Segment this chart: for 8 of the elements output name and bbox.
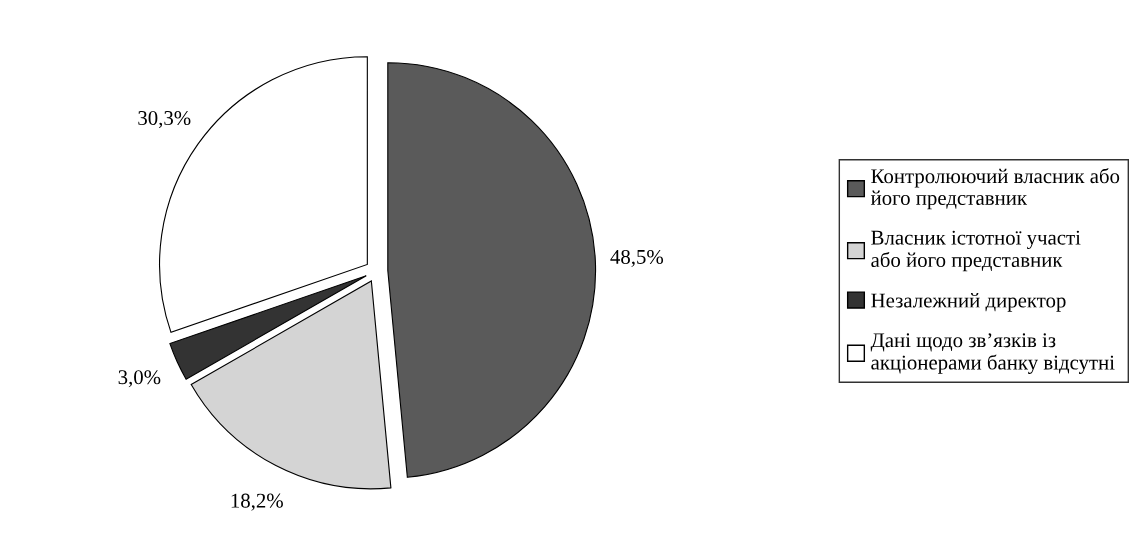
legend-label: Контролюючий власник або його представник [870,168,1120,210]
legend-label: Власник істотної участі або його представник [871,230,1081,272]
data-label: 18,2% [231,493,283,511]
data-label: 30,3% [138,110,191,129]
data-label: 48,5% [610,249,664,267]
legend-label: Незалежний директор [871,293,1066,312]
legend-label: Дані щодо зв’язків із акціонерами банку відсутні [870,333,1115,374]
data-label: 3,0% [118,370,161,388]
